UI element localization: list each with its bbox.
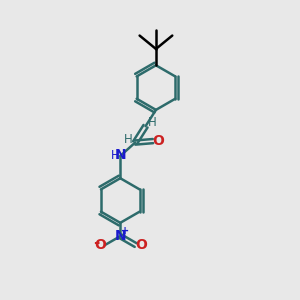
Text: -: - — [93, 235, 100, 250]
Text: H: H — [111, 148, 119, 162]
Text: +: + — [121, 226, 129, 236]
Text: H: H — [148, 116, 157, 129]
Text: H: H — [124, 133, 133, 146]
Text: N: N — [115, 148, 127, 162]
Text: O: O — [152, 134, 164, 148]
Text: O: O — [135, 238, 147, 252]
Text: O: O — [95, 238, 106, 252]
Text: N: N — [115, 229, 126, 243]
